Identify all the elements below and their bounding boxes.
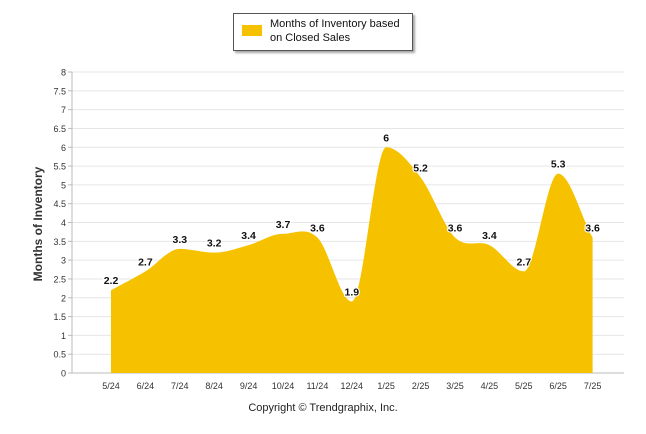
data-label: 5.3 xyxy=(551,159,566,171)
y-tick-label: 0 xyxy=(61,369,66,379)
legend: Months of Inventory based on Closed Sale… xyxy=(233,13,413,51)
y-tick-label: 3.5 xyxy=(53,237,66,247)
data-labels: 2.2 2.7 3.3 3.2 3.4 3.7 3.6 1.9 6 5.2 3.6 3.4 2.7 5.3… xyxy=(103,131,602,299)
data-label: 5.2 xyxy=(413,162,428,174)
x-tick-label: 6/25 xyxy=(549,381,567,391)
y-tick-label: 0.5 xyxy=(53,350,66,360)
x-axis-ticks: 5/24 6/24 7/24 8/24 9/24 10/24 11/24 12/24 1/25 2… xyxy=(102,381,601,391)
y-tick-label: 6 xyxy=(61,143,66,153)
x-tick-label: 5/25 xyxy=(515,381,533,391)
legend-label: Months of Inventory based on Closed Sale… xyxy=(270,18,400,44)
area-series xyxy=(110,147,593,373)
y-tick-label: 1.5 xyxy=(53,312,66,322)
y-tick-label: 7.5 xyxy=(53,86,66,96)
area-fill xyxy=(111,147,593,373)
legend-swatch xyxy=(242,25,262,36)
x-tick-label: 3/25 xyxy=(446,381,464,391)
y-tick-label: 6.5 xyxy=(53,124,66,134)
x-tick-label: 4/25 xyxy=(481,381,499,391)
data-label: 3.7 xyxy=(276,219,291,231)
y-tick-label: 7 xyxy=(61,105,66,115)
x-tick-label: 6/24 xyxy=(137,381,155,391)
x-tick-label: 10/24 xyxy=(272,381,295,391)
data-label: 2.7 xyxy=(516,256,531,268)
data-label: 3.2 xyxy=(207,238,222,250)
data-label: 3.6 xyxy=(310,223,325,235)
y-axis-ticks: 0 0.5 1 1.5 2 2.5 3 3.5 4 4.5 5 5.5 6 6.5 7 7.5 8 xyxy=(53,68,72,379)
y-tick-label: 1 xyxy=(61,331,66,341)
x-tick-label: 8/24 xyxy=(205,381,223,391)
data-label: 3.4 xyxy=(482,230,497,242)
y-tick-label: 4.5 xyxy=(53,199,66,209)
data-label: 3.6 xyxy=(585,223,600,235)
x-tick-label: 7/25 xyxy=(584,381,602,391)
y-tick-label: 3 xyxy=(61,256,66,266)
x-tick-label: 5/24 xyxy=(102,381,120,391)
y-tick-label: 2.5 xyxy=(53,274,66,284)
data-label: 2.2 xyxy=(104,275,119,287)
data-label: 6 xyxy=(383,132,389,144)
y-tick-label: 2 xyxy=(61,293,66,303)
x-tick-label: 9/24 xyxy=(240,381,258,391)
y-tick-label: 8 xyxy=(61,68,66,78)
data-label: 3.6 xyxy=(448,223,463,235)
x-tick-label: 2/25 xyxy=(412,381,430,391)
data-label: 3.4 xyxy=(241,230,256,242)
y-axis-label: Months of Inventory xyxy=(31,166,45,281)
x-tick-label: 1/25 xyxy=(377,381,395,391)
y-tick-label: 5.5 xyxy=(53,162,66,172)
y-tick-label: 5 xyxy=(61,180,66,190)
x-tick-label: 11/24 xyxy=(306,381,328,391)
x-tick-label: 7/24 xyxy=(171,381,189,391)
x-tick-label: 12/24 xyxy=(341,381,364,391)
data-label: 2.7 xyxy=(138,256,153,268)
y-tick-label: 4 xyxy=(61,218,66,228)
data-label: 3.3 xyxy=(172,234,187,246)
data-label: 1.9 xyxy=(344,287,359,299)
copyright-text: Copyright © Trendgraphix, Inc. xyxy=(248,402,398,414)
